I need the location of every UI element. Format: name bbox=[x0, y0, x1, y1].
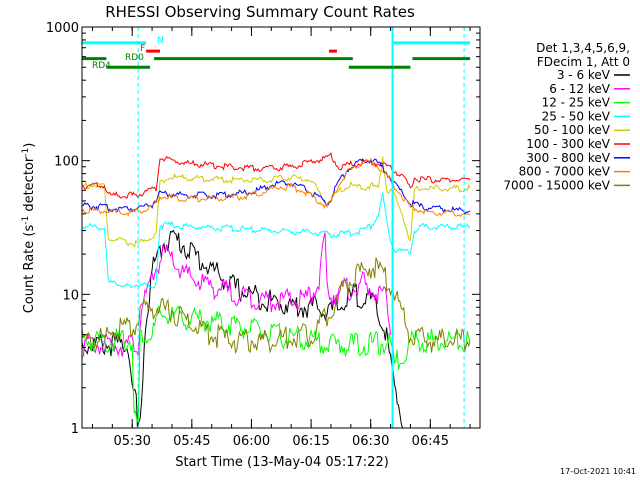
ticks-group: 1 10 100 1000 05:30 05:45 06:00 06:15 06:30 06:45 bbox=[46, 21, 480, 449]
legend-entry-label-7: 300 - 800 keV bbox=[526, 151, 610, 165]
chart-title: RHESSI Observing Summary Count Rates bbox=[105, 3, 415, 21]
x-tick-label: 06:00 bbox=[233, 434, 270, 449]
y-axis-label-mid: detector bbox=[22, 156, 37, 216]
y-axis-label-end: ) bbox=[22, 143, 37, 148]
x-tick-label: 05:45 bbox=[173, 434, 210, 449]
x-tick-label: 06:30 bbox=[352, 434, 389, 449]
series-line-3 bbox=[81, 305, 471, 424]
legend-entry-label-9: 7000 - 15000 keV bbox=[503, 178, 610, 192]
series-line-7 bbox=[82, 158, 471, 215]
legend: Det 1,3,4,5,6,9, FDecim 1, Att 0 3 - 6 k… bbox=[503, 41, 630, 192]
series-line-4 bbox=[81, 192, 471, 289]
legend-entry-label-6: 100 - 300 keV bbox=[526, 137, 610, 151]
legend-entry-label-8: 800 - 7000 keV bbox=[519, 165, 611, 179]
legend-entry-label-4: 25 - 50 keV bbox=[542, 109, 611, 123]
y-axis-label: Count Rate (s-1 detector-1) bbox=[21, 143, 37, 314]
frame-group bbox=[81, 26, 481, 429]
legend-entry-label-2: 6 - 12 keV bbox=[549, 82, 611, 96]
legend-entry-label-5: 50 - 100 keV bbox=[534, 123, 611, 137]
series-line-1 bbox=[81, 229, 407, 429]
flag-label-rd0: RD0 bbox=[125, 53, 144, 63]
x-axis-label: Start Time (13-May-04 05:17:22) bbox=[175, 455, 389, 470]
flag-label-f: F bbox=[140, 44, 145, 54]
y-tick-label: 1 bbox=[71, 422, 79, 437]
y-tick-label: 1000 bbox=[46, 21, 79, 36]
x-tick-label: 06:15 bbox=[292, 434, 329, 449]
y-axis-label-sup2: -1 bbox=[21, 148, 31, 157]
series-line-8 bbox=[81, 157, 471, 217]
flag-label-rd4: RD4 bbox=[92, 61, 111, 71]
legend-entry-label-1: 3 - 6 keV bbox=[557, 68, 611, 82]
series-group bbox=[81, 152, 471, 429]
x-tick-label: 05:30 bbox=[113, 434, 150, 449]
series-line-2 bbox=[81, 232, 392, 357]
legend-header-line-1: Det 1,3,4,5,6,9, bbox=[536, 41, 630, 55]
series-line-9 bbox=[81, 257, 471, 355]
timestamp: 17-Oct-2021 10:41 bbox=[560, 467, 636, 476]
y-tick-label: 10 bbox=[62, 288, 79, 303]
y-tick-label: 100 bbox=[54, 155, 79, 170]
flag-label-n: N bbox=[157, 36, 164, 46]
legend-header-line-2: FDecim 1, Att 0 bbox=[537, 55, 630, 69]
y-axis-label-main: Count Rate (s bbox=[22, 225, 37, 314]
y-axis-label-sup1: -1 bbox=[21, 216, 31, 225]
legend-entry-label-3: 12 - 25 keV bbox=[542, 96, 611, 110]
series-line-6 bbox=[81, 152, 471, 200]
series-line-5 bbox=[81, 156, 471, 248]
x-tick-label: 06:45 bbox=[412, 434, 449, 449]
plot-frame bbox=[81, 26, 481, 429]
